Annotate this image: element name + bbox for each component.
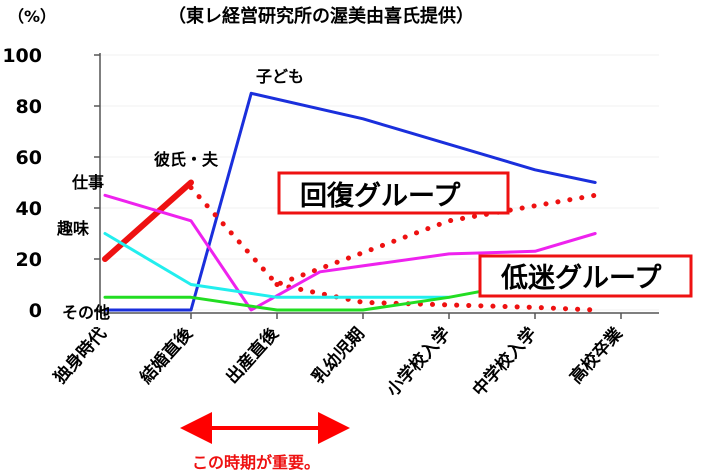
x-tick-label: 結婚直後	[136, 323, 198, 388]
x-ticks: 独身時代 結婚直後 出産直後 乳幼児期 小学校入学 中学校入学 高校卒業	[50, 313, 627, 401]
recovery-group-box	[277, 171, 510, 215]
recovery-group-label: 回復グループ	[300, 180, 461, 212]
y-tick-label: 40	[16, 198, 42, 220]
y-tick-label: 20	[16, 249, 42, 271]
series-label-sonota: その他	[62, 303, 110, 322]
y-tick-label: 0	[29, 300, 42, 322]
low-group-box	[478, 254, 693, 298]
grid-and-axes: 0 20 40 60 80 100 独身時代 結婚直後 出産直後 乳幼児期 小学校入学 中学校入学高…	[2, 45, 659, 401]
x-tick-label: 中学校入学	[468, 323, 540, 400]
x-tick-label: 高校卒業	[566, 323, 627, 388]
y-tick-label: 80	[16, 96, 42, 118]
x-tick-label: 小学校入学	[382, 323, 454, 400]
series-label-kareshi-otto: 彼氏・夫	[154, 150, 219, 169]
y-tick-label: 100	[2, 45, 42, 67]
series-line-5	[103, 232, 451, 299]
chart-title: （東レ経営研究所の渥美由喜氏提供）	[168, 5, 474, 27]
x-tick-label: 独身時代	[50, 323, 111, 388]
series-line-1	[102, 179, 194, 262]
x-tick-label: 出産直後	[222, 323, 284, 388]
important-note: この時期が重要。	[192, 453, 320, 472]
y-ticks: 0 20 40 60 80 100	[2, 45, 100, 322]
series-line-3	[274, 282, 598, 313]
x-tick-label: 乳幼児期	[308, 323, 369, 388]
series-line-4	[103, 193, 597, 312]
y-unit-label: （%）	[8, 7, 56, 26]
recovery-group-annotation: 回復グループ	[277, 171, 510, 215]
series-layer	[102, 91, 598, 313]
series-line-6	[103, 283, 520, 312]
low-group-annotation: 低迷グループ	[478, 254, 693, 298]
y-tick-label: 60	[16, 147, 42, 169]
series-line-2	[188, 185, 598, 287]
low-group-label: 低迷グループ	[500, 262, 662, 294]
series-label-kodomo: 子ども	[256, 67, 304, 86]
series-label-shigoto: 仕事	[71, 173, 104, 192]
series-label-shumi: 趣味	[56, 219, 89, 238]
series-line-0	[103, 91, 597, 312]
